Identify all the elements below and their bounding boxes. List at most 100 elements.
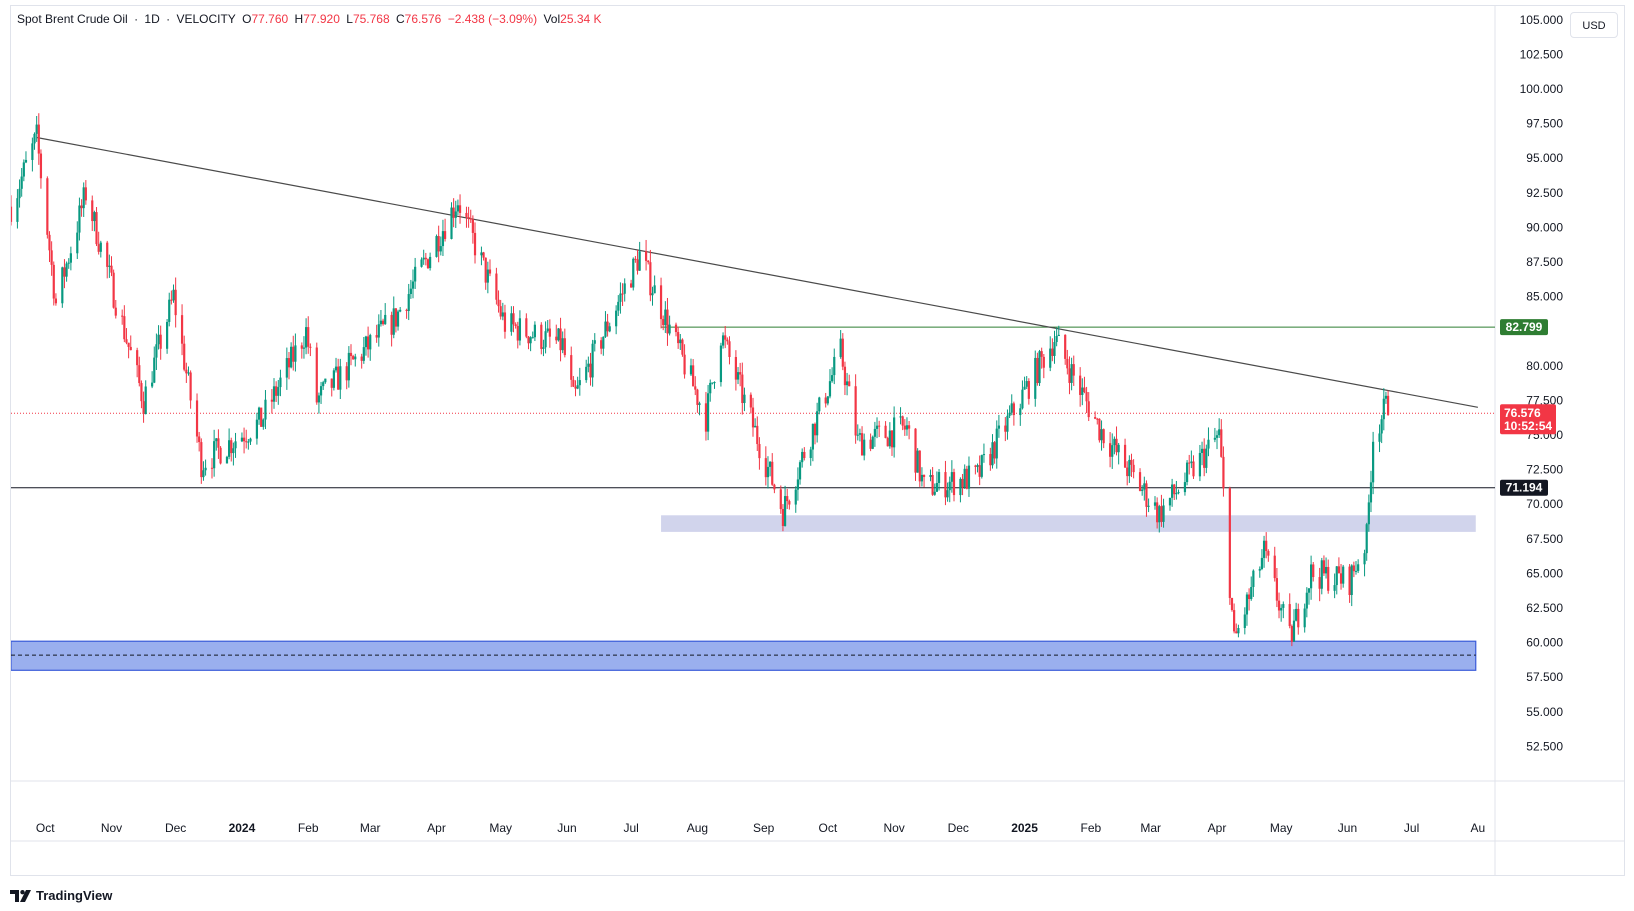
symbol-name[interactable]: Spot Brent Crude Oil <box>17 12 128 26</box>
candle-body <box>514 324 517 326</box>
candle-body <box>99 242 102 252</box>
candle-body <box>1040 351 1043 357</box>
candle-body <box>593 340 596 344</box>
candle-body <box>39 153 43 179</box>
chart-frame[interactable]: 52.500 55.000 57.500 60.000 62.500 65.000 67.5… <box>10 5 1625 876</box>
candle-body <box>1222 456 1225 489</box>
candle-body <box>97 244 100 252</box>
candle-body <box>995 428 998 459</box>
candle-body <box>993 442 996 459</box>
candles <box>11 113 1390 647</box>
candle-body <box>37 124 40 154</box>
candle-body <box>1290 626 1293 642</box>
candle-body <box>443 231 447 239</box>
candle-body <box>80 205 83 209</box>
candle-body <box>893 417 896 448</box>
candle-body <box>1305 592 1308 609</box>
candle-body <box>863 439 866 456</box>
price-tick-label: 80.000 <box>1526 359 1563 373</box>
candle-body <box>1138 472 1142 491</box>
candle-body <box>399 309 402 312</box>
candle-body <box>1117 444 1120 453</box>
change-value: −2.438 (−3.09%) <box>447 12 538 26</box>
candle-body <box>952 472 956 496</box>
candle-body <box>848 381 851 387</box>
candle-body <box>22 162 25 177</box>
candle-body <box>54 298 58 304</box>
candle-body <box>255 419 259 439</box>
candle-body <box>1175 493 1178 495</box>
candle-body <box>240 437 244 442</box>
candle-body <box>1096 418 1099 420</box>
candle-body <box>1327 566 1330 591</box>
time-tick-label: Jul <box>1404 821 1419 835</box>
tradingview-logo[interactable]: TradingView <box>10 888 112 903</box>
candle-body <box>78 205 81 233</box>
candle-body <box>260 407 263 427</box>
candle-body <box>1230 597 1234 611</box>
high-value: 77.920 <box>303 12 340 26</box>
candle-body <box>396 311 400 327</box>
candle-body <box>1051 348 1054 356</box>
candle-body <box>561 338 564 351</box>
candle-body <box>16 198 19 222</box>
price-tick-label: 85.000 <box>1526 290 1563 304</box>
candle-body <box>317 395 321 403</box>
candle-body <box>1115 438 1118 453</box>
interval[interactable]: 1D <box>144 12 160 26</box>
candle-body <box>989 454 992 466</box>
candle-body <box>441 231 445 247</box>
candle-body <box>813 423 817 436</box>
candle-body <box>121 315 124 317</box>
candle-body <box>157 334 160 345</box>
candle-body <box>204 467 207 471</box>
currency-button[interactable]: USD <box>1570 12 1618 38</box>
candle-body <box>736 372 740 380</box>
candle-body <box>165 321 169 349</box>
candle-body <box>330 378 333 388</box>
candle-body <box>1049 348 1052 368</box>
candle-body <box>1087 401 1090 418</box>
candle-body <box>1094 417 1097 419</box>
candle-body <box>123 316 126 340</box>
candle-body <box>683 354 686 375</box>
candle-body <box>67 262 70 264</box>
candle-body <box>540 324 543 349</box>
candle-body <box>1205 448 1208 468</box>
candle-body <box>11 206 13 222</box>
candle-body <box>1025 381 1028 387</box>
support-price-badge <box>1500 479 1548 496</box>
candle-body <box>257 407 261 420</box>
candle-body <box>1098 418 1101 441</box>
candle-body <box>420 259 423 267</box>
candle-body <box>1173 484 1176 495</box>
candle-body <box>1188 462 1191 464</box>
candle-body <box>454 211 457 218</box>
price-chart[interactable]: 52.500 55.000 57.500 60.000 62.500 65.000 67.5… <box>11 6 1624 875</box>
candle-body <box>334 366 338 371</box>
candle-body <box>589 363 592 378</box>
candle-body <box>1070 364 1073 383</box>
candle-body <box>783 496 787 526</box>
price-tick-label: 52.500 <box>1526 739 1563 753</box>
time-tick-label: Jun <box>1338 821 1357 835</box>
candle-body <box>634 258 637 260</box>
candle-body <box>471 219 474 233</box>
candle-body <box>1079 375 1082 395</box>
candle-body <box>337 366 340 390</box>
candle-body <box>1312 564 1315 578</box>
candle-body <box>931 474 934 495</box>
candle-body <box>901 416 904 426</box>
candle-body <box>1102 429 1105 444</box>
candle-body <box>679 339 682 344</box>
candle-body <box>369 335 372 350</box>
candle-body <box>322 382 325 387</box>
candle-body <box>1245 594 1249 615</box>
candle-body <box>452 207 455 218</box>
candle-body <box>362 347 365 361</box>
candle-body <box>831 375 834 382</box>
candle-body <box>632 258 635 288</box>
candle-body <box>1068 368 1071 383</box>
candle-body <box>189 372 192 401</box>
candle-body <box>473 232 477 256</box>
